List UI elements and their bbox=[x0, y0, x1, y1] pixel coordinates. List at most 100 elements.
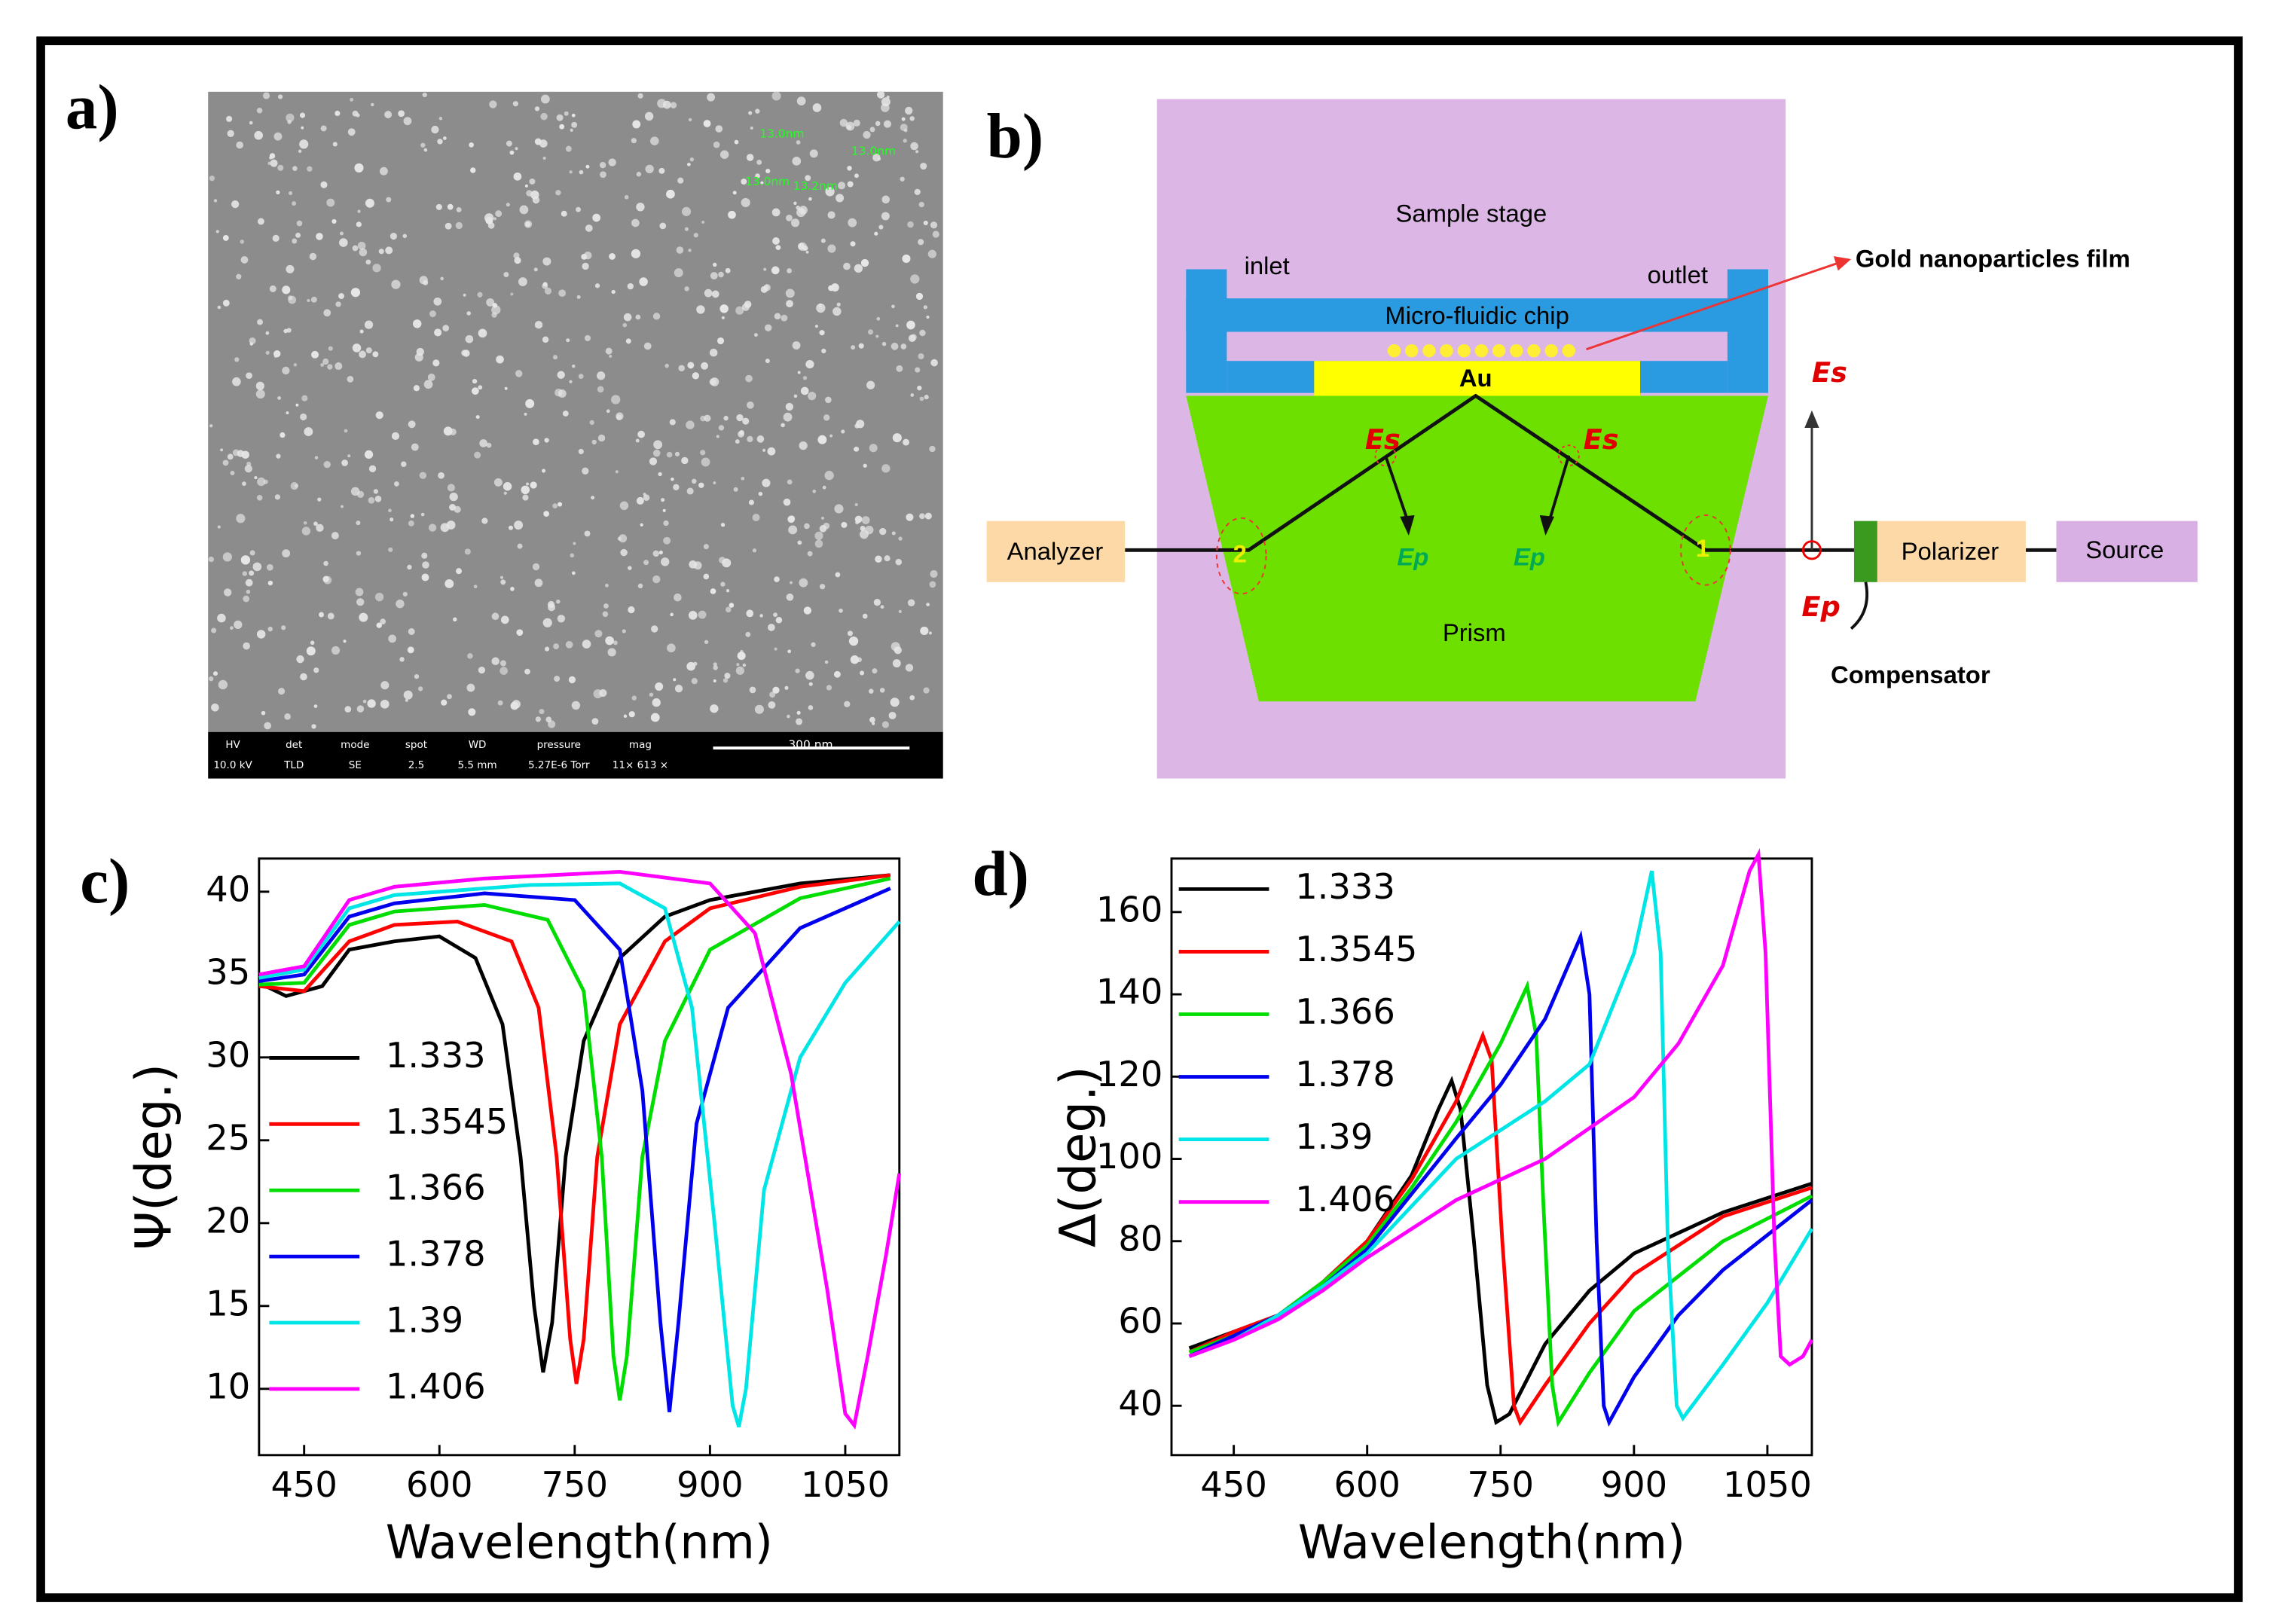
particle bbox=[902, 254, 911, 263]
particle bbox=[767, 447, 776, 456]
particle bbox=[428, 524, 437, 532]
particle bbox=[356, 221, 362, 227]
particle bbox=[539, 139, 548, 148]
particle bbox=[671, 477, 674, 481]
particle bbox=[548, 720, 556, 728]
particle bbox=[367, 699, 376, 708]
nanoparticle bbox=[1492, 343, 1506, 358]
particle bbox=[686, 420, 695, 429]
particle bbox=[619, 501, 629, 511]
particle bbox=[380, 618, 386, 625]
particle bbox=[443, 426, 453, 436]
particle bbox=[886, 95, 890, 99]
particle bbox=[796, 205, 800, 210]
particle bbox=[255, 389, 265, 399]
source-box bbox=[2056, 520, 2198, 582]
particle bbox=[797, 540, 802, 545]
particle bbox=[331, 532, 339, 540]
particle bbox=[772, 686, 780, 694]
particle bbox=[892, 433, 902, 443]
particle bbox=[307, 166, 313, 172]
particle bbox=[310, 640, 315, 646]
particle bbox=[793, 201, 797, 206]
particle bbox=[300, 413, 307, 421]
particle bbox=[892, 659, 901, 668]
y-tick-label: 100 bbox=[1096, 1136, 1162, 1177]
particle bbox=[288, 191, 293, 196]
particle bbox=[352, 245, 359, 252]
particle bbox=[521, 485, 530, 495]
particle bbox=[686, 487, 694, 495]
series-line bbox=[258, 873, 891, 1373]
label: Prism bbox=[1443, 618, 1506, 646]
particle bbox=[307, 298, 310, 302]
particle bbox=[282, 549, 291, 558]
particle bbox=[861, 516, 870, 524]
nanoparticles bbox=[1387, 343, 1576, 358]
particle bbox=[715, 125, 723, 133]
particle bbox=[841, 429, 845, 434]
particle bbox=[898, 609, 902, 614]
particle bbox=[745, 374, 753, 383]
particle bbox=[891, 342, 899, 350]
particle bbox=[301, 527, 311, 536]
particle bbox=[624, 194, 629, 200]
particle bbox=[920, 162, 927, 170]
particle bbox=[713, 679, 716, 682]
particle bbox=[854, 173, 859, 179]
particle bbox=[853, 119, 860, 127]
particle bbox=[703, 573, 710, 580]
particle bbox=[408, 628, 415, 635]
particle bbox=[812, 489, 817, 493]
particle bbox=[749, 686, 756, 694]
particle bbox=[447, 203, 454, 210]
particle bbox=[744, 301, 752, 308]
x-tick-label: 450 bbox=[1200, 1464, 1266, 1505]
particle bbox=[687, 362, 695, 369]
particle bbox=[519, 205, 529, 215]
particle bbox=[703, 544, 709, 550]
particle bbox=[442, 325, 450, 332]
particle bbox=[466, 311, 471, 316]
particle bbox=[787, 649, 792, 654]
particle bbox=[689, 560, 698, 569]
particle bbox=[910, 274, 920, 284]
particle bbox=[622, 322, 628, 328]
particle bbox=[286, 328, 292, 333]
particle bbox=[748, 111, 753, 115]
particle bbox=[762, 448, 766, 452]
particle bbox=[277, 164, 284, 171]
particle bbox=[332, 142, 338, 147]
particle bbox=[841, 521, 848, 528]
particle bbox=[930, 569, 938, 578]
particle bbox=[832, 307, 842, 316]
series-line bbox=[1188, 980, 1813, 1427]
particle bbox=[876, 316, 881, 321]
particle bbox=[823, 414, 830, 421]
particle bbox=[854, 502, 858, 507]
particle bbox=[533, 267, 538, 272]
particle bbox=[877, 157, 881, 161]
particle bbox=[504, 386, 508, 390]
particle bbox=[323, 560, 328, 566]
particle bbox=[799, 578, 808, 588]
sem-info-header: mag bbox=[629, 739, 652, 751]
particle bbox=[208, 676, 214, 682]
particle bbox=[803, 606, 812, 615]
particle bbox=[274, 494, 281, 500]
particle bbox=[422, 561, 429, 569]
particle bbox=[227, 453, 234, 460]
particle bbox=[663, 520, 669, 527]
particle bbox=[539, 709, 545, 715]
particle bbox=[881, 464, 891, 473]
particle bbox=[407, 564, 412, 570]
particle bbox=[863, 130, 871, 139]
particle bbox=[540, 112, 548, 121]
particle bbox=[227, 130, 234, 138]
particle bbox=[890, 698, 900, 707]
particle bbox=[525, 398, 535, 408]
particle bbox=[222, 459, 229, 466]
particle bbox=[737, 652, 746, 661]
series-line bbox=[1188, 870, 1814, 1422]
particle bbox=[929, 445, 936, 453]
